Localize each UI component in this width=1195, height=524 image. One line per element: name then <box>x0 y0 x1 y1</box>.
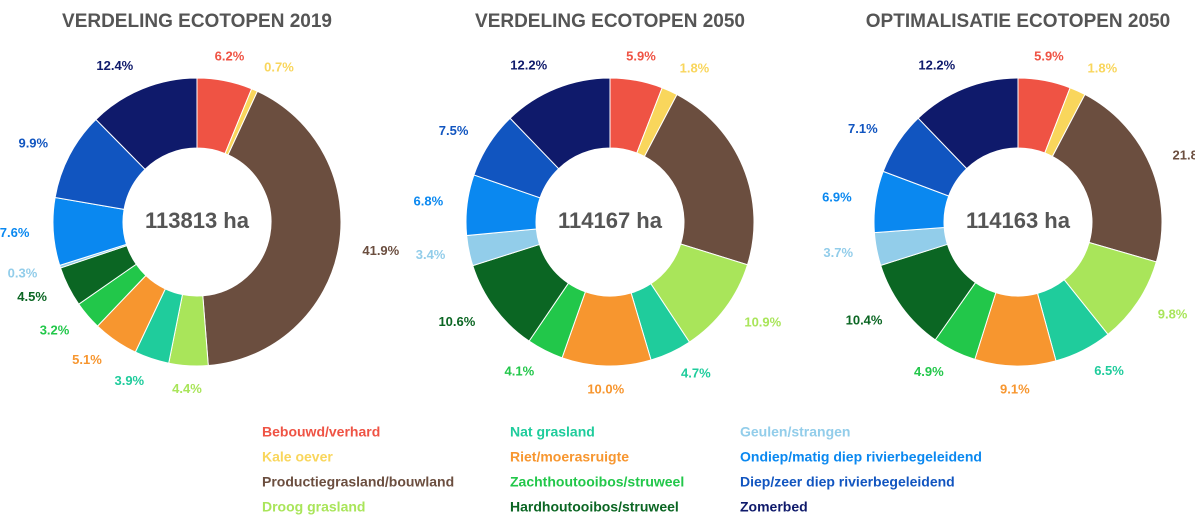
slice <box>202 90 342 367</box>
legend-entry: Riet/moerasruigte <box>510 449 629 465</box>
value-label: 7.6% <box>0 225 30 240</box>
value-label: 1.8% <box>680 61 710 76</box>
center-label: 113813 ha <box>145 208 250 233</box>
value-label: 9.8% <box>1158 307 1188 322</box>
legend-entry: Zachthoutooibos/struweel <box>510 474 684 490</box>
value-label: 9.1% <box>1000 381 1030 396</box>
value-label: 0.3% <box>8 266 38 281</box>
value-label: 5.9% <box>1034 48 1064 63</box>
value-label: 4.1% <box>505 363 535 378</box>
legend-entry: Geulen/strangen <box>740 424 850 440</box>
value-label: 6.9% <box>822 190 852 205</box>
value-label: 4.5% <box>17 289 47 304</box>
value-label: 9.9% <box>18 136 48 151</box>
value-label: 3.4% <box>416 247 446 262</box>
value-label: 3.7% <box>823 245 853 260</box>
value-label: 7.1% <box>848 121 878 136</box>
value-label: 4.7% <box>681 366 711 381</box>
value-label: 4.9% <box>914 364 944 379</box>
legend-entry: Hardhoutooibos/struweel <box>510 499 679 515</box>
value-label: 41.9% <box>362 243 399 258</box>
value-label: 1.8% <box>1088 61 1118 76</box>
value-label: 10.0% <box>587 381 624 396</box>
legend-entry: Droog grasland <box>262 499 365 515</box>
slice <box>917 77 1019 170</box>
slice <box>1051 93 1163 263</box>
value-label: 7.5% <box>439 123 469 138</box>
value-label: 10.6% <box>438 314 475 329</box>
legend-entry: Diep/zeer diep rivierbegeleidend <box>740 474 955 490</box>
value-label: 0.7% <box>264 59 294 74</box>
legend-entry: Zomerbed <box>740 499 808 515</box>
value-label: 4.4% <box>172 381 202 396</box>
value-label: 12.2% <box>510 58 547 73</box>
slice <box>509 77 611 170</box>
slice <box>643 93 755 266</box>
legend-entry: Kale oever <box>262 449 333 465</box>
value-label: 5.9% <box>626 48 656 63</box>
value-label: 3.9% <box>114 373 144 388</box>
legend-entry: Ondiep/matig diep rivierbegeleidend <box>740 449 982 465</box>
slice <box>95 77 198 171</box>
value-label: 6.2% <box>215 49 245 64</box>
value-label: 10.4% <box>846 313 883 328</box>
value-label: 12.4% <box>96 58 133 73</box>
legend-entry: Nat grasland <box>510 424 595 440</box>
value-label: 6.5% <box>1094 363 1124 378</box>
legend-entry: Bebouwd/verhard <box>262 424 380 440</box>
center-label: 114163 ha <box>966 208 1071 233</box>
value-label: 21.8% <box>1173 148 1195 163</box>
chart-title: VERDELING ECOTOPEN 2019 <box>62 11 332 32</box>
center-label: 114167 ha <box>558 208 663 233</box>
value-label: 12.2% <box>918 58 955 73</box>
chart-title: VERDELING ECOTOPEN 2050 <box>475 11 745 32</box>
legend-entry: Productiegrasland/bouwland <box>262 474 454 490</box>
chart-title: OPTIMALISATIE ECOTOPEN 2050 <box>866 11 1170 32</box>
value-label: 10.9% <box>744 314 781 329</box>
value-label: 6.8% <box>414 193 444 208</box>
value-label: 3.2% <box>40 323 70 338</box>
value-label: 5.1% <box>72 352 102 367</box>
